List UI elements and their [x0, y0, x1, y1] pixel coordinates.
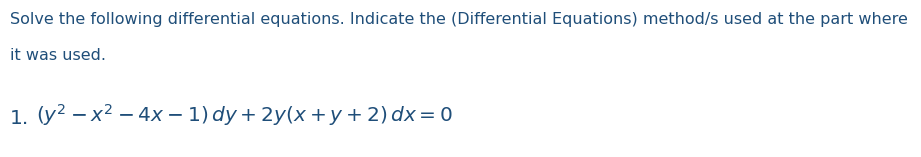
- Text: Solve the following differential equations. Indicate the (Differential Equations: Solve the following differential equatio…: [10, 12, 908, 27]
- Text: 1.: 1.: [10, 109, 29, 128]
- Text: it was used.: it was used.: [10, 48, 106, 63]
- Text: $(y^2 - x^2 - 4x - 1)\,dy + 2y(x + y + 2)\,dx = 0$: $(y^2 - x^2 - 4x - 1)\,dy + 2y(x + y + 2…: [36, 102, 453, 128]
